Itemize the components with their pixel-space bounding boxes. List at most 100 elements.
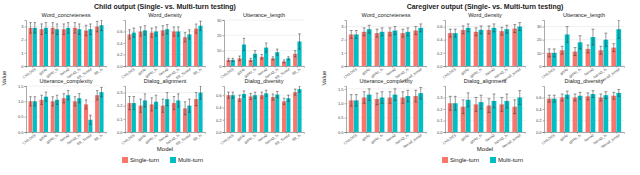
panel-title: Child output (Single- vs. Multi-turn tes… bbox=[94, 3, 236, 11]
y-tick-mark bbox=[124, 93, 126, 94]
y-tick: 1.5 bbox=[338, 87, 346, 92]
error-bar bbox=[56, 24, 58, 35]
error-bar bbox=[133, 97, 135, 110]
bar bbox=[453, 33, 458, 66]
error-bar bbox=[195, 93, 197, 106]
grid-line bbox=[224, 107, 304, 108]
y-axis: 0.00.20.40.6 bbox=[216, 87, 225, 135]
subplot: Dialog_alignment0.00.10.20.3CHILDESgpt4o… bbox=[437, 78, 526, 149]
subplot-title: Dialog_alignment bbox=[144, 78, 187, 84]
x-tick-label: gpt4o_fs bbox=[370, 133, 384, 144]
x-tick-mark bbox=[491, 66, 492, 68]
error-bar bbox=[414, 90, 417, 102]
y-tick-mark bbox=[543, 40, 545, 41]
x-tick-label: gpt4o_fs bbox=[370, 67, 384, 78]
y-tick-label: 10 bbox=[217, 48, 222, 53]
bar bbox=[492, 28, 497, 66]
error-bar bbox=[518, 23, 521, 31]
x-tick-mark bbox=[590, 132, 591, 134]
bar bbox=[375, 33, 380, 66]
grid-line bbox=[26, 39, 106, 40]
bar bbox=[51, 28, 55, 66]
x-tick-label: gpt4o_fs bbox=[46, 67, 60, 78]
y-tick-mark bbox=[223, 95, 225, 96]
error-bar bbox=[294, 51, 296, 57]
grid-line bbox=[346, 26, 426, 27]
subplot: Dialog_diversity0.00.20.40.6CHILDESgpt4o… bbox=[216, 78, 305, 146]
error-bar bbox=[298, 34, 300, 49]
error-bar bbox=[74, 97, 76, 106]
error-bar bbox=[561, 94, 564, 101]
error-bar bbox=[227, 58, 229, 61]
legend-label: Single-turn bbox=[130, 157, 159, 163]
error-bar bbox=[406, 90, 409, 102]
marks bbox=[226, 86, 301, 132]
error-bar bbox=[155, 27, 157, 36]
x-tick-mark bbox=[452, 132, 453, 134]
bar bbox=[99, 25, 103, 66]
error-bar bbox=[480, 95, 483, 109]
y-tick: 0 bbox=[341, 64, 346, 69]
marks bbox=[547, 89, 621, 132]
x-tick-label: CHILDES bbox=[121, 67, 137, 80]
error-bar bbox=[449, 29, 452, 37]
error-bar bbox=[128, 97, 130, 110]
error-bar bbox=[579, 36, 582, 49]
error-bar bbox=[283, 60, 285, 63]
error-bar bbox=[199, 86, 201, 99]
y-tick-label: 0 bbox=[539, 64, 542, 69]
error-bar bbox=[493, 94, 496, 108]
y-tick-mark bbox=[345, 66, 347, 67]
error-bar bbox=[96, 21, 98, 32]
grid-line bbox=[224, 95, 304, 96]
y-tick: 0.6 bbox=[117, 29, 125, 34]
grid-line bbox=[125, 92, 205, 93]
error-bar bbox=[276, 92, 278, 98]
x-tick-mark bbox=[379, 66, 380, 68]
bar bbox=[380, 32, 385, 66]
x-tick-label: gpt4o bbox=[460, 67, 470, 75]
error-bar bbox=[487, 26, 490, 34]
x-tick-mark bbox=[452, 66, 453, 68]
bar bbox=[253, 95, 257, 132]
error-bar bbox=[475, 28, 478, 36]
x-tick: BB_fs bbox=[291, 66, 301, 76]
x-tick: gpt4o_fs bbox=[469, 132, 483, 145]
error-bar bbox=[89, 115, 91, 124]
x-tick-label: CHILDES bbox=[442, 67, 458, 80]
y-tick-label: 0.3 bbox=[437, 95, 443, 100]
y-tick-mark bbox=[345, 27, 347, 28]
y-tick-mark bbox=[223, 120, 225, 121]
x-tick-mark bbox=[551, 66, 552, 68]
error-bar bbox=[287, 95, 289, 101]
error-bar bbox=[96, 91, 98, 100]
error-bar bbox=[381, 28, 384, 36]
bar bbox=[499, 31, 504, 66]
y-axis-line bbox=[223, 21, 225, 67]
error-bar bbox=[574, 48, 577, 56]
error-bar bbox=[419, 87, 422, 99]
y-tick: 0.0 bbox=[437, 130, 445, 135]
error-bar bbox=[276, 49, 278, 55]
error-bar bbox=[85, 100, 87, 109]
x-tick-label: BB_fs bbox=[93, 133, 103, 142]
y-tick-mark bbox=[444, 53, 446, 54]
x-tick-mark bbox=[131, 132, 132, 134]
x-tick-mark bbox=[379, 132, 380, 134]
error-bar bbox=[78, 94, 80, 103]
y-tick-mark bbox=[223, 35, 225, 36]
x-tick-mark bbox=[252, 66, 253, 68]
legend-label: Multi-turn bbox=[178, 157, 203, 163]
x-tick-mark bbox=[491, 132, 492, 134]
x-tick: CHILDES bbox=[121, 132, 137, 146]
error-bar bbox=[500, 27, 503, 35]
y-tick-label: 30 bbox=[217, 18, 222, 23]
error-bar bbox=[195, 24, 197, 33]
y-tick-mark bbox=[124, 32, 126, 33]
x-axis-line bbox=[347, 133, 427, 134]
x-tick: BB_fs bbox=[93, 66, 103, 76]
y-tick-mark bbox=[444, 121, 446, 122]
x-tick-label: CHILDES bbox=[541, 67, 557, 80]
error-bar bbox=[548, 49, 551, 57]
x-tick-mark bbox=[392, 132, 393, 134]
